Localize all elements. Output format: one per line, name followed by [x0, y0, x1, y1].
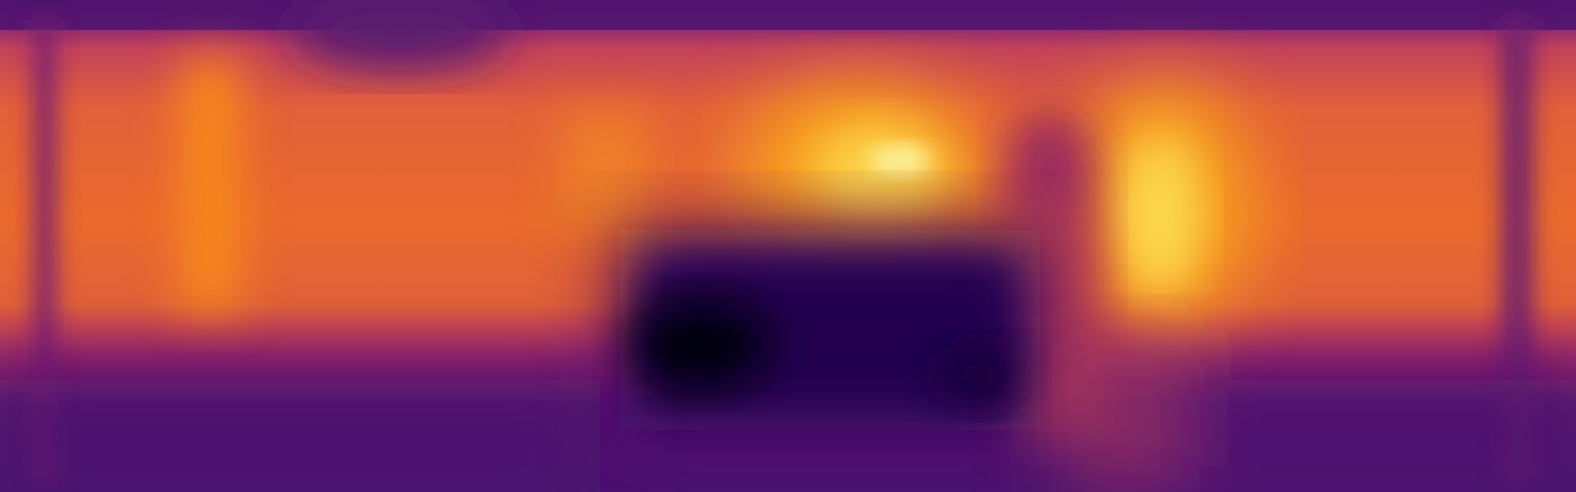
bright-highlight-left — [740, 85, 980, 255]
foreground-dark-object — [620, 230, 1040, 430]
top-dark-blob — [290, 0, 510, 70]
lower-floor — [0, 340, 1576, 492]
bright-highlight-right — [1080, 85, 1250, 325]
orange-columns — [180, 60, 650, 310]
top-dark-band — [0, 0, 1576, 30]
